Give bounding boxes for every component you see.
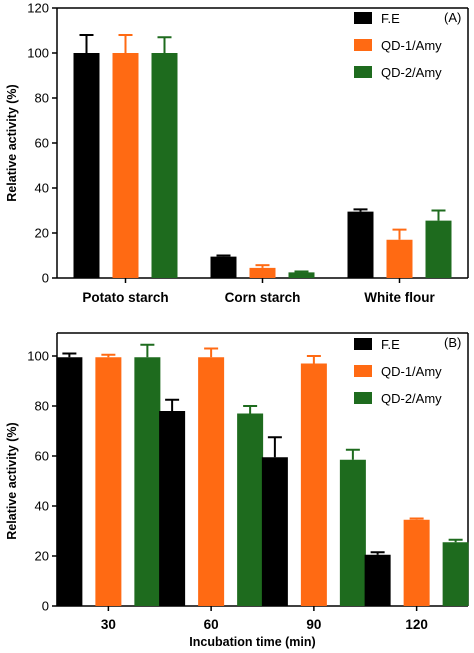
- legend-label: F.E: [381, 337, 400, 352]
- bar: [198, 357, 225, 606]
- panel-label: (A): [444, 10, 461, 25]
- chart-panel-a: 0 20 40 60 80 100 120 Relative activity (%) Pota…: [5, 1, 469, 305]
- x-tick-label: 60: [204, 617, 219, 632]
- y-tick-label: 40: [35, 499, 49, 514]
- bar: [73, 53, 100, 278]
- y-tick-label: 60: [35, 136, 49, 151]
- bar: [134, 357, 161, 606]
- bar: [300, 363, 327, 606]
- legend-label: F.E: [381, 11, 400, 26]
- x-tick-label: Potato starch: [82, 290, 168, 305]
- bar: [364, 554, 391, 606]
- legend-swatch: [354, 66, 372, 78]
- bar: [249, 267, 276, 278]
- y-tick-label: 20: [35, 226, 49, 241]
- x-tick-label: White flour: [364, 290, 435, 305]
- y-tick-label: 0: [42, 271, 49, 286]
- bar: [347, 211, 374, 278]
- x-axis-title: Incubation time (min): [189, 635, 315, 649]
- legend-swatch: [354, 365, 372, 377]
- bar: [151, 53, 178, 278]
- bar: [425, 220, 452, 278]
- bar: [442, 542, 469, 606]
- x-tick-label: 120: [405, 617, 428, 632]
- x-tick-label: 30: [101, 617, 116, 632]
- legend-swatch: [354, 12, 372, 24]
- bar: [95, 357, 122, 606]
- bar: [261, 457, 288, 606]
- bar: [339, 459, 366, 606]
- y-tick-label: 20: [35, 549, 49, 564]
- bar: [112, 53, 139, 278]
- bar: [288, 272, 315, 278]
- bar: [237, 413, 264, 606]
- y-tick-label: 0: [42, 599, 49, 614]
- legend-label: QD-1/Amy: [381, 364, 442, 379]
- x-tick-label: 90: [306, 617, 321, 632]
- y-tick-label: 80: [35, 399, 49, 414]
- bar: [386, 239, 413, 278]
- y-axis-title: Relative activity (%): [5, 84, 19, 201]
- y-tick-label: 120: [27, 1, 49, 16]
- y-tick-label: 60: [35, 449, 49, 464]
- y-tick-label: 100: [27, 46, 49, 61]
- legend-swatch: [354, 39, 372, 51]
- legend-swatch: [354, 392, 372, 404]
- legend-swatch: [354, 338, 372, 350]
- legend-label: QD-1/Amy: [381, 38, 442, 53]
- bar: [403, 519, 430, 606]
- y-tick-label: 40: [35, 181, 49, 196]
- legend-label: QD-2/Amy: [381, 65, 442, 80]
- y-axis-title: Relative activity (%): [5, 422, 19, 539]
- bar: [56, 357, 83, 606]
- bar: [159, 411, 186, 606]
- bar: [210, 256, 237, 278]
- panel-label: (B): [444, 335, 461, 350]
- y-tick-label: 100: [27, 349, 49, 364]
- legend-label: QD-2/Amy: [381, 391, 442, 406]
- chart-panel-b: 0 20 40 60 80 100 Relative activity (%) 30 60 90 1…: [5, 332, 469, 649]
- x-tick-label: Corn starch: [225, 290, 301, 305]
- y-tick-label: 80: [35, 91, 49, 106]
